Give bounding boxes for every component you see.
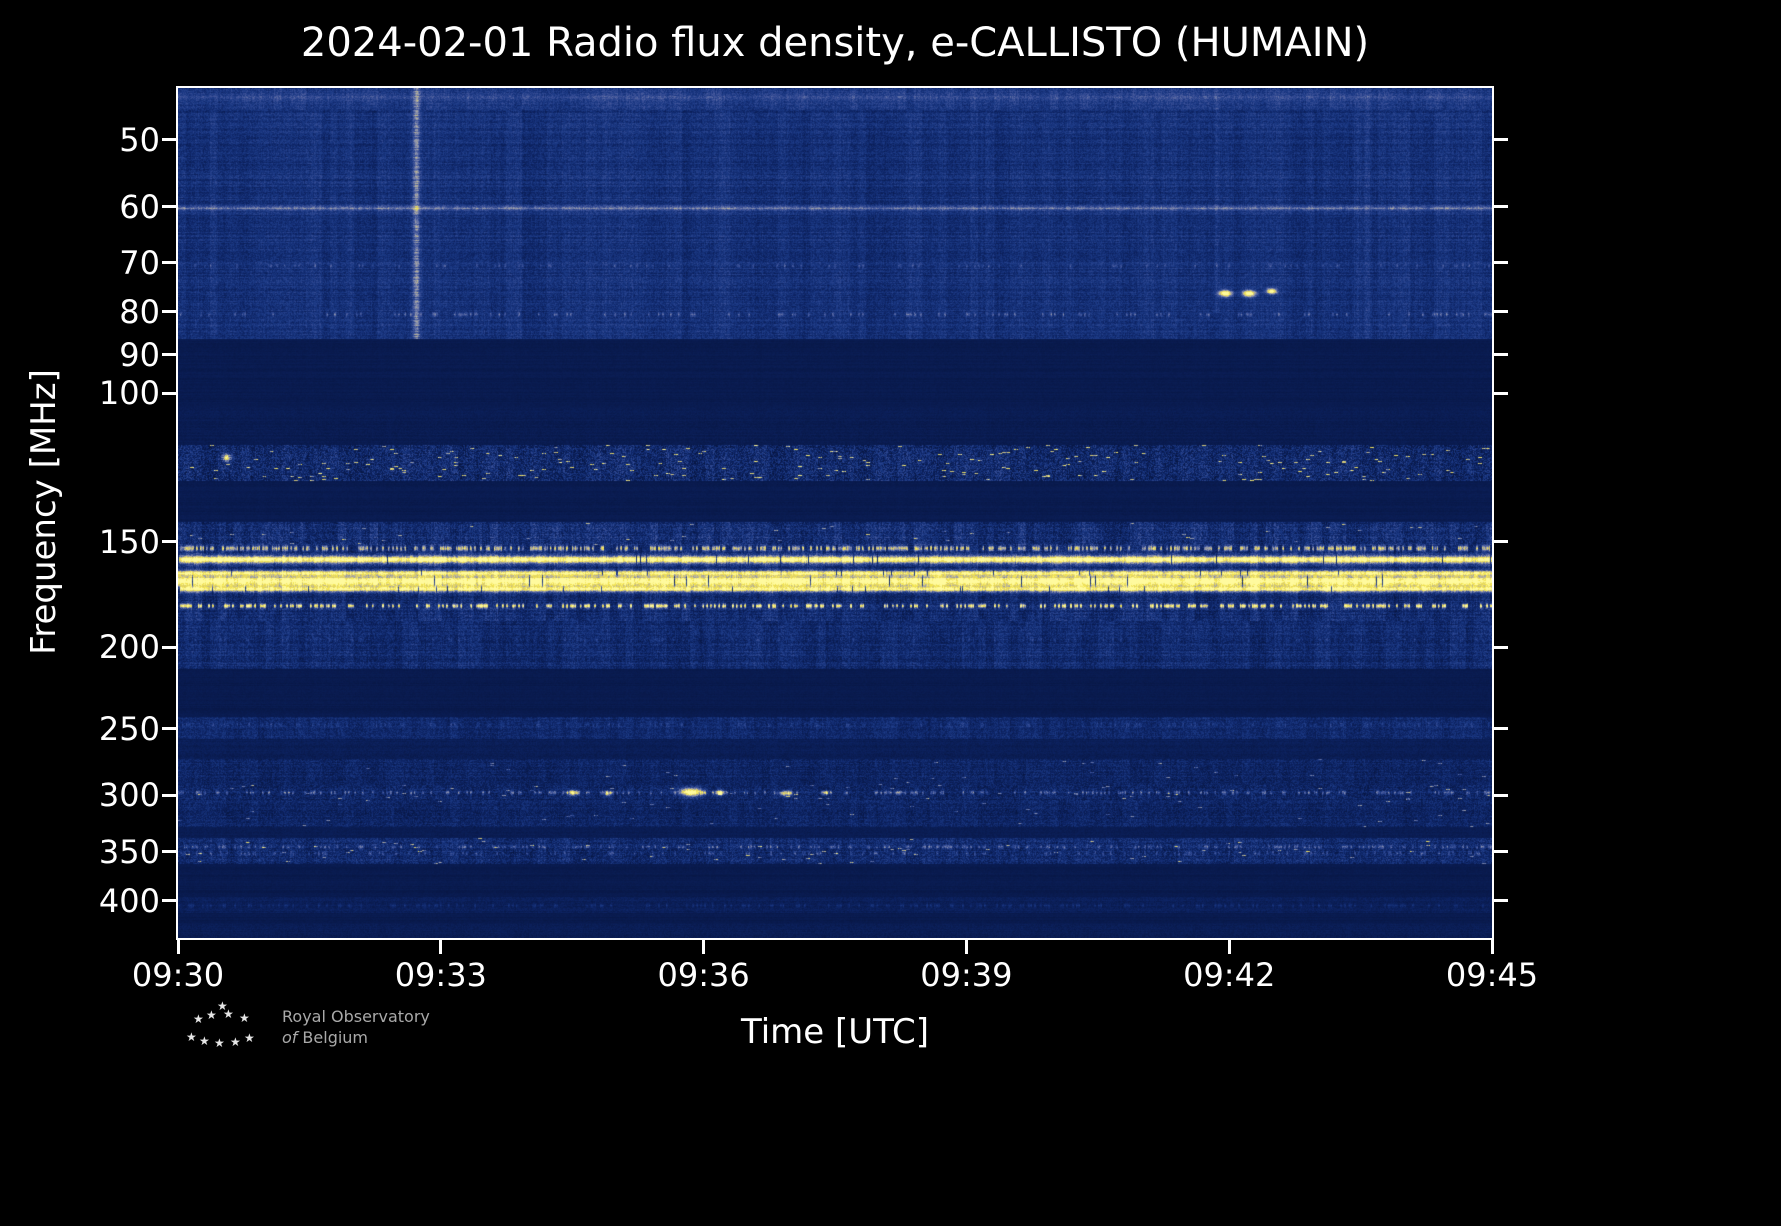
x-tick-label: 09:39 <box>920 956 1013 994</box>
y-tick-mark <box>1494 899 1508 903</box>
y-tick-label: 200 <box>98 628 160 667</box>
star-icon: ★ <box>206 1008 217 1022</box>
star-icon: ★ <box>214 1036 225 1050</box>
y-tick-label: 250 <box>98 709 160 748</box>
x-tick-label: 09:36 <box>657 956 750 994</box>
x-tick-mark <box>439 940 443 954</box>
y-tick-label: 350 <box>98 832 160 871</box>
x-tick-label: 09:30 <box>131 956 225 994</box>
plot-area <box>176 86 1494 940</box>
y-tick-label: 100 <box>98 374 160 413</box>
logo-text-belgium: Belgium <box>302 1028 369 1047</box>
y-tick-mark <box>162 645 176 649</box>
y-tick-label: 400 <box>98 881 160 920</box>
x-tick-label: 09:45 <box>1445 956 1539 994</box>
y-tick-label: 300 <box>98 776 160 815</box>
y-tick-mark <box>162 353 176 357</box>
y-tick-label: 60 <box>119 187 160 226</box>
x-tick-mark <box>1227 940 1231 954</box>
x-tick-label: 09:42 <box>1183 956 1276 994</box>
y-tick-label: 90 <box>119 335 160 374</box>
star-icon: ★ <box>223 1007 234 1021</box>
y-tick-label: 70 <box>119 243 160 282</box>
y-tick-label: 50 <box>119 120 160 159</box>
star-icon: ★ <box>199 1034 210 1048</box>
y-tick-mark <box>162 727 176 731</box>
star-icon: ★ <box>193 1012 204 1026</box>
y-tick-mark <box>1494 727 1508 731</box>
rob-logo: ★ ★ ★ ★ ★ ★ ★ ★ ★ ★ Royal Observatory of Belgium <box>186 1000 430 1054</box>
y-tick-mark <box>162 850 176 854</box>
y-tick-mark <box>1494 205 1508 208</box>
star-icon: ★ <box>244 1031 255 1045</box>
rob-logo-text: Royal Observatory of Belgium <box>282 1006 430 1048</box>
logo-text-line2: of Belgium <box>282 1027 430 1048</box>
y-tick-mark <box>1494 261 1508 265</box>
logo-text-of: of <box>282 1028 298 1047</box>
y-tick-mark <box>162 310 176 314</box>
y-tick-mark <box>162 205 176 208</box>
y-tick-mark <box>162 899 176 903</box>
star-icon: ★ <box>230 1035 241 1049</box>
chart-title: 2024-02-01 Radio flux density, e-CALLIST… <box>300 20 1370 66</box>
x-tick-mark <box>176 940 180 954</box>
y-tick-mark <box>162 540 176 544</box>
y-tick-mark <box>162 391 176 395</box>
star-icon: ★ <box>239 1011 250 1025</box>
x-tick-mark <box>964 940 968 954</box>
spectrogram-canvas <box>178 88 1492 938</box>
y-tick-mark <box>1494 540 1508 544</box>
y-tick-mark <box>162 138 176 142</box>
x-tick-mark <box>702 940 706 954</box>
star-icon: ★ <box>217 999 228 1013</box>
y-tick-mark <box>162 261 176 265</box>
y-tick-label: 80 <box>119 292 160 331</box>
x-tick-mark <box>1490 940 1494 954</box>
y-tick-label: 150 <box>98 522 160 561</box>
y-tick-mark <box>1494 138 1508 142</box>
y-tick-mark <box>1494 645 1508 649</box>
y-tick-mark <box>162 793 176 797</box>
y-tick-mark <box>1494 793 1508 797</box>
star-icon: ★ <box>186 1030 197 1044</box>
y-tick-mark <box>1494 310 1508 314</box>
x-tick-label: 09:33 <box>394 956 487 994</box>
y-tick-mark <box>1494 850 1508 854</box>
rob-logo-stars-icon: ★ ★ ★ ★ ★ ★ ★ ★ ★ ★ <box>186 1000 266 1054</box>
logo-text-line1: Royal Observatory <box>282 1007 430 1026</box>
y-tick-mark <box>1494 353 1508 357</box>
y-tick-mark <box>1494 391 1508 395</box>
x-axis-label: Time [UTC] <box>741 1012 929 1052</box>
